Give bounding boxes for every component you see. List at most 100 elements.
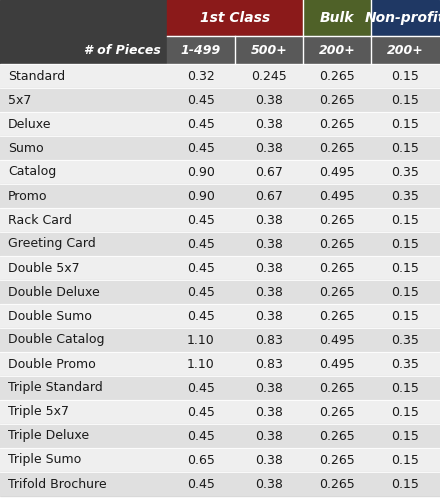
Text: Catalog: Catalog <box>8 166 56 178</box>
Text: 0.265: 0.265 <box>319 406 355 418</box>
Text: 0.83: 0.83 <box>255 334 283 346</box>
Text: 0.15: 0.15 <box>391 478 419 490</box>
Text: Triple Deluxe: Triple Deluxe <box>8 430 89 442</box>
Text: Triple Sumo: Triple Sumo <box>8 454 81 466</box>
Text: 0.45: 0.45 <box>187 262 215 274</box>
Text: 0.15: 0.15 <box>391 286 419 298</box>
Text: Standard: Standard <box>8 70 65 82</box>
Text: 0.15: 0.15 <box>391 238 419 250</box>
Text: 0.265: 0.265 <box>319 382 355 394</box>
Bar <box>0 376 440 400</box>
Bar <box>0 472 440 496</box>
Bar <box>0 136 440 160</box>
Text: 0.45: 0.45 <box>187 382 215 394</box>
Text: 0.45: 0.45 <box>187 430 215 442</box>
Text: 5x7: 5x7 <box>8 94 31 106</box>
Text: 0.38: 0.38 <box>255 430 283 442</box>
Bar <box>0 160 440 184</box>
Text: 0.265: 0.265 <box>319 142 355 154</box>
Bar <box>0 208 440 232</box>
Text: Deluxe: Deluxe <box>8 118 51 130</box>
Text: 200+: 200+ <box>319 44 356 57</box>
Text: 0.45: 0.45 <box>187 142 215 154</box>
Text: Double Promo: Double Promo <box>8 358 96 370</box>
Text: Double Deluxe: Double Deluxe <box>8 286 100 298</box>
Bar <box>0 400 440 424</box>
Text: 0.38: 0.38 <box>255 406 283 418</box>
Text: 0.15: 0.15 <box>391 214 419 226</box>
Text: 0.265: 0.265 <box>319 478 355 490</box>
Bar <box>0 280 440 304</box>
Text: 0.38: 0.38 <box>255 94 283 106</box>
Text: 0.245: 0.245 <box>251 70 287 82</box>
Bar <box>0 232 440 256</box>
Text: Sumo: Sumo <box>8 142 44 154</box>
Text: 0.90: 0.90 <box>187 190 215 202</box>
Text: 0.265: 0.265 <box>319 94 355 106</box>
Text: 0.15: 0.15 <box>391 430 419 442</box>
Text: 0.45: 0.45 <box>187 478 215 490</box>
Bar <box>167 0 303 36</box>
Text: Double 5x7: Double 5x7 <box>8 262 80 274</box>
Text: 0.265: 0.265 <box>319 286 355 298</box>
Text: Triple 5x7: Triple 5x7 <box>8 406 69 418</box>
Text: 0.495: 0.495 <box>319 166 355 178</box>
Text: 0.15: 0.15 <box>391 262 419 274</box>
Text: Non-profit: Non-profit <box>365 11 440 25</box>
Text: 0.15: 0.15 <box>391 142 419 154</box>
Bar <box>0 352 440 376</box>
Text: 0.38: 0.38 <box>255 262 283 274</box>
Text: Triple Standard: Triple Standard <box>8 382 103 394</box>
Text: 0.90: 0.90 <box>187 166 215 178</box>
Bar <box>0 448 440 472</box>
Bar <box>303 36 371 64</box>
Text: 0.45: 0.45 <box>187 118 215 130</box>
Text: 0.38: 0.38 <box>255 454 283 466</box>
Text: 0.15: 0.15 <box>391 118 419 130</box>
Bar <box>0 424 440 448</box>
Text: Greeting Card: Greeting Card <box>8 238 96 250</box>
Text: Bulk: Bulk <box>320 11 354 25</box>
Text: Double Sumo: Double Sumo <box>8 310 92 322</box>
Text: 0.38: 0.38 <box>255 214 283 226</box>
Text: 0.35: 0.35 <box>391 334 419 346</box>
Text: 0.67: 0.67 <box>255 166 283 178</box>
Text: 0.45: 0.45 <box>187 286 215 298</box>
Text: 0.15: 0.15 <box>391 70 419 82</box>
Text: Rack Card: Rack Card <box>8 214 72 226</box>
Text: 0.495: 0.495 <box>319 334 355 346</box>
Text: 0.45: 0.45 <box>187 406 215 418</box>
Bar <box>0 256 440 280</box>
Text: 0.38: 0.38 <box>255 118 283 130</box>
Text: 200+: 200+ <box>387 44 423 57</box>
Text: Double Catalog: Double Catalog <box>8 334 105 346</box>
Text: 0.38: 0.38 <box>255 286 283 298</box>
Bar <box>0 328 440 352</box>
Bar <box>0 184 440 208</box>
Bar <box>0 0 167 64</box>
Bar <box>371 0 439 36</box>
Text: 0.83: 0.83 <box>255 358 283 370</box>
Text: 0.45: 0.45 <box>187 214 215 226</box>
Text: 1.10: 1.10 <box>187 334 215 346</box>
Text: 0.67: 0.67 <box>255 190 283 202</box>
Text: Promo: Promo <box>8 190 48 202</box>
Text: 0.265: 0.265 <box>319 430 355 442</box>
Text: 0.495: 0.495 <box>319 358 355 370</box>
Text: 0.265: 0.265 <box>319 70 355 82</box>
Text: 0.265: 0.265 <box>319 262 355 274</box>
Bar <box>0 112 440 136</box>
Bar <box>0 88 440 112</box>
Bar <box>371 36 439 64</box>
Text: 0.45: 0.45 <box>187 310 215 322</box>
Bar <box>167 36 235 64</box>
Text: 0.495: 0.495 <box>319 190 355 202</box>
Text: 0.265: 0.265 <box>319 118 355 130</box>
Text: 1st Class: 1st Class <box>200 11 270 25</box>
Text: 0.32: 0.32 <box>187 70 215 82</box>
Text: 0.15: 0.15 <box>391 310 419 322</box>
Text: 0.38: 0.38 <box>255 310 283 322</box>
Text: 1.10: 1.10 <box>187 358 215 370</box>
Text: 0.265: 0.265 <box>319 310 355 322</box>
Text: 0.265: 0.265 <box>319 214 355 226</box>
